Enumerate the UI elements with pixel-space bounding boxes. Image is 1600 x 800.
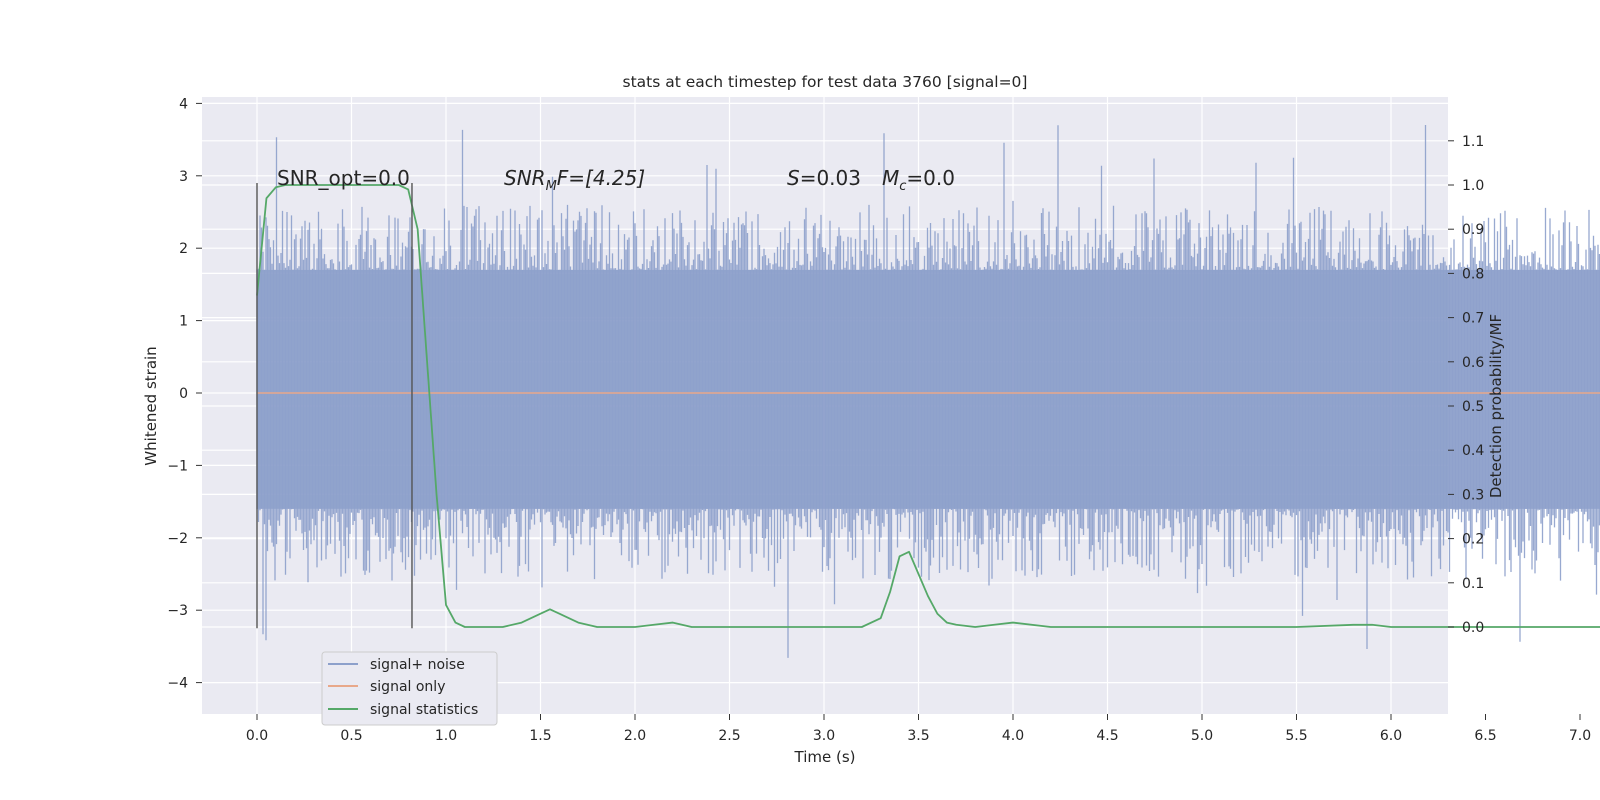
x-axis-label: Time (s): [794, 748, 856, 766]
legend-label-stats: signal statistics: [370, 702, 478, 718]
x-tick-label: 3.5: [907, 728, 929, 744]
y2-axis-label: Detection probability/MF: [1487, 314, 1505, 498]
x-axis-ticks: 0.0 0.5 1.0 1.5 2.0 2.5 3.0 3.5 4.0 4.5 5.0 5.5 6.0 6…: [246, 714, 1591, 744]
annotation-s: S=0.03: [787, 166, 861, 190]
y-tick-label: 1: [179, 314, 188, 330]
x-tick-label: 1.0: [435, 728, 457, 744]
annotation-mc-main: M: [882, 166, 899, 190]
x-tick-label: 2.0: [624, 728, 646, 744]
noise-series-layer: [256, 125, 1600, 658]
y-tick-label: 3: [179, 169, 188, 185]
y-tick-label: −1: [167, 458, 188, 474]
x-tick-label: 5.0: [1191, 728, 1213, 744]
y-axis-ticks: 4 3 2 1 0 −1 −2 −3 −4: [167, 96, 202, 692]
y-tick-label: 0: [179, 386, 188, 402]
y2-tick-label: 0.2: [1462, 532, 1484, 548]
y2-tick-label: 0.5: [1462, 399, 1484, 415]
annotation-snr-mf: SNRMF=[4.25]: [504, 166, 645, 194]
annotation-snr-opt: SNR_opt=0.0: [277, 166, 410, 190]
y-tick-label: 2: [179, 241, 188, 257]
legend: signal+ noise signal only signal statist…: [321, 651, 498, 726]
annotation-mc-rest: =0.0: [906, 166, 955, 190]
x-tick-label: 3.0: [813, 728, 835, 744]
signal-statistics-line: [256, 184, 1600, 628]
legend-label-noise: signal+ noise: [370, 657, 465, 673]
y2-tick-label: 0.8: [1462, 266, 1484, 282]
y2-tick-label: 0.7: [1462, 311, 1484, 327]
annotation-mc: Mc=0.0: [882, 166, 955, 194]
x-tick-label: 2.5: [718, 728, 740, 744]
y2-tick-label: 0.3: [1462, 487, 1484, 503]
vertical-markers: [256, 183, 413, 629]
x-tick-label: 1.5: [529, 728, 551, 744]
annotation-s-main: S: [787, 166, 800, 190]
annotation-snr-mf-sub: M: [546, 179, 557, 194]
x-tick-label: 6.0: [1380, 728, 1402, 744]
series-layer: [256, 184, 1600, 628]
x-tick-label: 4.5: [1096, 728, 1118, 744]
y-tick-label: −4: [167, 676, 188, 692]
y-tick-label: −3: [167, 603, 188, 619]
y2-tick-label: 0.9: [1462, 222, 1484, 238]
annotation-mc-sub: c: [899, 179, 906, 194]
y2-tick-label: 0.4: [1462, 443, 1484, 459]
annotation-snr-mf-main: SNR: [504, 166, 546, 190]
y2-tick-label: 1.0: [1462, 178, 1484, 194]
chart-title: stats at each timestep for test data 376…: [623, 73, 1028, 91]
y2-axis-ticks: 1.1 1.0 0.9 0.8 0.7 0.6 0.5 0.4 0.3 0.2 0.1 0.0: [1448, 134, 1484, 636]
legend-label-signal: signal only: [370, 679, 445, 695]
annotation-s-rest: =0.03: [800, 166, 861, 190]
x-tick-label: 7.0: [1569, 728, 1591, 744]
y2-tick-label: 0.0: [1462, 620, 1484, 636]
legend-box: [321, 651, 498, 726]
y-tick-label: −2: [167, 531, 188, 547]
annotation-snr-mf-rest: F=[4.25]: [557, 166, 645, 190]
x-tick-label: 5.5: [1285, 728, 1307, 744]
y2-tick-label: 1.1: [1462, 134, 1484, 150]
y2-tick-label: 0.1: [1462, 576, 1484, 592]
x-tick-label: 6.5: [1474, 728, 1496, 744]
y-axis-label: Whitened strain: [142, 346, 160, 465]
x-tick-label: 0.0: [246, 728, 268, 744]
y2-tick-label: 0.6: [1462, 355, 1484, 371]
x-tick-label: 4.0: [1002, 728, 1024, 744]
y-tick-label: 4: [179, 96, 188, 112]
x-tick-label: 0.5: [340, 728, 362, 744]
